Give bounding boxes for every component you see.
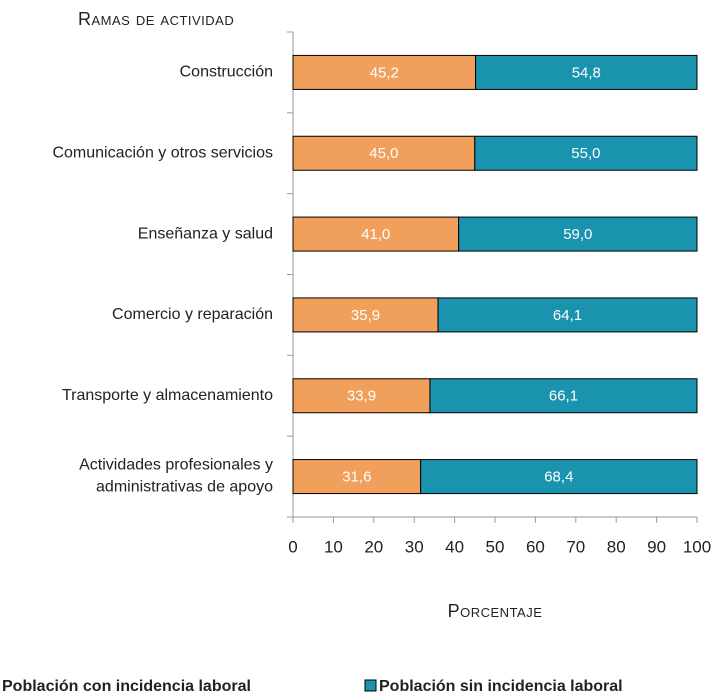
category-label: Construcción bbox=[180, 64, 273, 81]
x-tick-label: 30 bbox=[405, 537, 424, 556]
value-label: 41,0 bbox=[361, 226, 390, 243]
category-label: Comunicación y otros servicios bbox=[52, 144, 273, 161]
value-label: 68,4 bbox=[544, 469, 573, 486]
bar-segment bbox=[292, 378, 431, 414]
x-tick-label: 80 bbox=[607, 537, 626, 556]
value-label: 64,1 bbox=[553, 307, 582, 324]
value-label: 45,2 bbox=[370, 64, 399, 81]
category-label: Comercio y reparación bbox=[112, 306, 273, 323]
bar-segment bbox=[292, 54, 477, 90]
x-tick-label: 70 bbox=[566, 537, 585, 556]
x-tick-label: 40 bbox=[445, 537, 464, 556]
x-tick-label: 90 bbox=[647, 537, 666, 556]
bar-segment bbox=[420, 459, 698, 495]
legend-label: Población sin incidencia laboral bbox=[379, 678, 623, 695]
bar-segment bbox=[292, 459, 422, 495]
bar-segment bbox=[437, 297, 698, 333]
value-label: 59,0 bbox=[563, 226, 592, 243]
value-label: 66,1 bbox=[549, 388, 578, 405]
x-tick-label: 20 bbox=[364, 537, 383, 556]
bar-segment bbox=[474, 135, 698, 171]
bar-segment bbox=[458, 216, 698, 252]
bar-segment bbox=[475, 54, 698, 90]
x-tick-label: 10 bbox=[324, 537, 343, 556]
legend-label: Población con incidencia laboral bbox=[2, 678, 251, 695]
bar-segment bbox=[429, 378, 698, 414]
bar-segment bbox=[292, 135, 476, 171]
value-label: 45,0 bbox=[369, 145, 398, 162]
x-tick-label: 100 bbox=[683, 537, 711, 556]
legend-swatch bbox=[364, 679, 377, 692]
x-tick-label: 50 bbox=[486, 537, 505, 556]
x-tick-label: 0 bbox=[288, 537, 297, 556]
category-label: Transporte y almacenamiento bbox=[62, 387, 273, 404]
value-label: 33,9 bbox=[347, 388, 376, 405]
value-label: 31,6 bbox=[342, 469, 371, 486]
value-label: 35,9 bbox=[351, 307, 380, 324]
x-tick-label: 60 bbox=[526, 537, 545, 556]
value-label: 54,8 bbox=[572, 64, 601, 81]
y-axis-title: Ramas de actividad bbox=[78, 9, 234, 29]
category-label: Enseñanza y salud bbox=[138, 225, 273, 242]
category-label: Actividades profesionales y administrativ… bbox=[79, 457, 273, 496]
x-axis-title: Porcentaje bbox=[448, 601, 543, 621]
value-label: 55,0 bbox=[571, 145, 600, 162]
